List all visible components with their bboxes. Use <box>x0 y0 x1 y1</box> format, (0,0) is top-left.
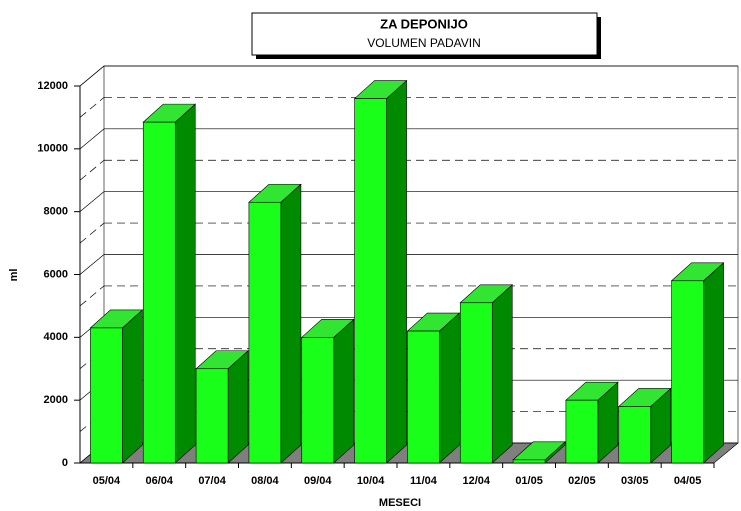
side-grid-line <box>79 191 105 212</box>
bar-side <box>227 350 249 464</box>
bar <box>248 201 282 464</box>
y-tick-label: 10000 <box>37 143 68 155</box>
bar <box>301 337 335 464</box>
minor-side-grid-line <box>79 159 105 181</box>
chart-title: ZA DEPONIJO <box>380 16 468 31</box>
bar-side <box>703 262 724 464</box>
bar-side <box>333 318 355 464</box>
y-tick-label: 6000 <box>44 268 68 280</box>
x-tick-label: 08/04 <box>251 475 279 487</box>
bar <box>618 406 652 464</box>
bar-side <box>491 284 513 464</box>
bar <box>142 121 176 464</box>
bar <box>90 327 123 464</box>
x-tick-label: 03/05 <box>621 475 649 487</box>
x-tick-label: 01/05 <box>515 475 543 487</box>
side-grid-line <box>79 128 105 150</box>
bar-side <box>174 103 196 464</box>
x-tick-label: 10/04 <box>357 475 385 487</box>
y-tick-label: 2000 <box>44 394 68 406</box>
bar <box>459 302 493 464</box>
minor-side-grid-line <box>79 97 105 118</box>
x-tick-label: 11/04 <box>410 475 438 487</box>
side-grid-line <box>79 254 105 275</box>
x-tick-label: 07/04 <box>198 475 226 487</box>
x-tick-label: 06/04 <box>145 475 173 487</box>
bar <box>565 399 599 464</box>
x-tick-label: 05/04 <box>93 475 121 487</box>
bar-side <box>386 79 407 464</box>
chart-subtitle: VOLUMEN PADAVIN <box>367 36 481 50</box>
bar-side <box>439 312 460 464</box>
y-tick-label: 0 <box>62 457 68 469</box>
bar <box>671 280 704 464</box>
side-grid-line <box>79 65 105 87</box>
minor-side-grid-line <box>79 222 105 244</box>
x-tick-label: 04/05 <box>674 475 702 487</box>
x-tick-label: 02/05 <box>568 475 596 487</box>
bar <box>407 330 440 464</box>
x-axis-label: MESECI <box>379 497 421 509</box>
x-tick-label: 09/04 <box>304 475 332 487</box>
y-tick-label: 8000 <box>44 206 68 218</box>
x-tick-label: 12/04 <box>462 475 490 487</box>
bar <box>354 98 387 464</box>
title-box <box>251 12 598 56</box>
y-tick-label: 12000 <box>37 80 68 92</box>
y-axis-label: ml <box>8 269 20 282</box>
bar <box>195 368 229 464</box>
bar-side <box>280 183 302 464</box>
bar <box>512 459 546 464</box>
minor-side-grid-line <box>79 285 105 307</box>
bar-side <box>122 309 143 464</box>
y-tick-label: 4000 <box>44 331 68 343</box>
